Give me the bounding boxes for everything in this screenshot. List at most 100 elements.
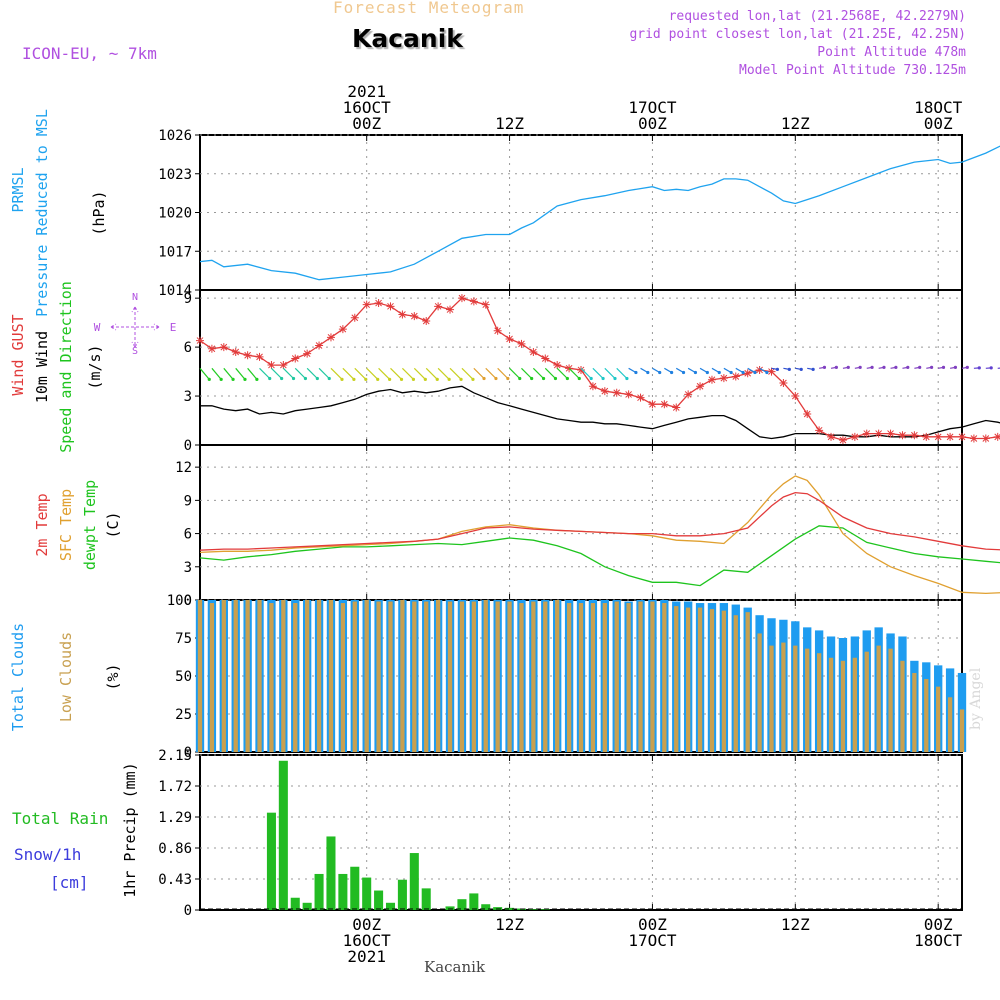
wind-arrow-head	[399, 377, 404, 381]
gust-marker	[791, 392, 800, 401]
wind-arrow-head	[613, 376, 617, 381]
y-tick-label: 1020	[158, 206, 192, 222]
wind-arrow-head	[553, 376, 558, 381]
sfc-temp-label: SFC Temp	[57, 489, 75, 561]
wind-arrow-head	[741, 370, 745, 375]
gust-marker	[624, 390, 633, 399]
wind-arrow-head	[646, 370, 650, 375]
gust-marker	[946, 432, 955, 441]
gust-marker	[803, 410, 812, 418]
wind-direction-arrow	[366, 367, 379, 380]
wind-direction-arrow	[473, 367, 485, 379]
low-cloud-bar	[793, 645, 798, 752]
wind-arrow-head	[231, 377, 235, 381]
wind-arrow-head	[565, 376, 569, 381]
panel-frame	[199, 444, 963, 601]
gust-marker	[422, 317, 431, 325]
wind-direction-arrow	[437, 367, 450, 380]
gust-marker	[279, 361, 288, 370]
low-cloud-bar	[888, 648, 893, 752]
location-title: Kacanik	[352, 24, 463, 53]
gust-marker	[553, 361, 562, 370]
wind-arrow-head	[530, 376, 534, 381]
wind-arrow-head	[670, 370, 674, 375]
y-tick-label: 1014	[158, 283, 192, 299]
low-cloud-bar	[281, 600, 286, 752]
bottom-location-label: Kacanik	[424, 958, 486, 976]
gust-marker	[410, 312, 419, 321]
wind-arrow-head	[811, 367, 815, 371]
snow-legend: Snow/1h	[14, 845, 81, 864]
time-label-top: 18OCT	[914, 98, 963, 117]
total-clouds-label: Total Clouds	[9, 623, 27, 731]
wind-arrow-head	[423, 377, 427, 381]
wind-arrow-head	[989, 366, 993, 370]
gust-marker	[255, 352, 264, 361]
wind-direction-arrow	[294, 367, 306, 379]
wind-arrow-head	[494, 376, 498, 381]
wind-arrow-head	[953, 365, 958, 369]
y-tick-label: 0	[184, 593, 192, 609]
low-cloud-bar	[269, 603, 274, 752]
time-label-bottom: 12Z	[495, 915, 524, 934]
low-cloud-bar	[471, 601, 476, 752]
rain-bar	[397, 879, 407, 910]
y-tick-label: 3	[184, 560, 192, 576]
pressure-line	[199, 145, 1000, 281]
snow-unit: [cm]	[50, 873, 89, 892]
low-cloud-bar	[483, 600, 488, 752]
wind-direction-arrow	[354, 367, 367, 380]
rain-bar	[350, 866, 360, 910]
gust-marker	[612, 388, 621, 397]
clouds-unit: (%)	[104, 663, 122, 690]
low-cloud-bar	[495, 601, 500, 752]
low-cloud-bar	[543, 601, 548, 752]
low-cloud-bar	[781, 642, 786, 752]
wind-direction-arrow	[461, 367, 474, 380]
rain-bar	[505, 907, 515, 910]
wind-direction-arrow	[544, 367, 556, 379]
gust-marker	[517, 339, 526, 348]
wind-arrow-head	[280, 376, 284, 381]
y-tick-label: 1017	[158, 244, 192, 260]
gust-marker	[350, 313, 359, 322]
wind-arrow-head	[729, 370, 733, 375]
wind-arrow-head	[941, 365, 946, 369]
low-cloud-bar	[816, 653, 822, 752]
low-cloud-bar	[852, 657, 857, 752]
wind-direction-arrow	[247, 367, 258, 380]
low-cloud-bar	[388, 601, 393, 752]
model-label: ICON-EU, ~ 7km	[22, 44, 157, 63]
rain-bar	[385, 902, 396, 910]
low-cloud-bar	[459, 601, 465, 752]
wind-arrow-head	[705, 370, 709, 375]
grid-point-coords: grid point closest lon,lat (21.25E, 42.2…	[629, 27, 966, 42]
low-cloud-bar	[662, 603, 667, 752]
wind-direction-arrow	[235, 367, 246, 380]
temp-2m-line	[199, 491, 1000, 551]
y-tick-label: 2.15	[158, 748, 192, 764]
wind-arrow-head	[929, 365, 934, 369]
wind-arrow-head	[799, 367, 803, 371]
low-cloud-bar	[733, 615, 738, 752]
time-label-bottom: 12Z	[781, 915, 810, 934]
wind-arrow-head	[753, 370, 757, 375]
wind-arrow-head	[822, 365, 827, 369]
gust-marker	[231, 348, 240, 356]
temp-unit: (C)	[104, 511, 122, 538]
gust-marker	[910, 431, 919, 440]
wind-direction-arrow	[378, 367, 391, 380]
low-cloud-bar	[578, 603, 584, 752]
gust-marker	[577, 365, 585, 374]
wind-unit: (m/s)	[86, 344, 104, 389]
low-cloud-bar	[900, 660, 905, 752]
gust-marker	[493, 326, 502, 335]
wind-arrow-head	[315, 376, 319, 381]
gust-marker	[362, 300, 371, 309]
wind-arrow-head	[327, 376, 331, 381]
rain-bar	[374, 890, 384, 910]
gust-marker	[505, 334, 514, 343]
wind-arrow-head	[693, 370, 698, 375]
gust-marker	[898, 431, 907, 440]
wind-arrow-head	[775, 367, 780, 371]
